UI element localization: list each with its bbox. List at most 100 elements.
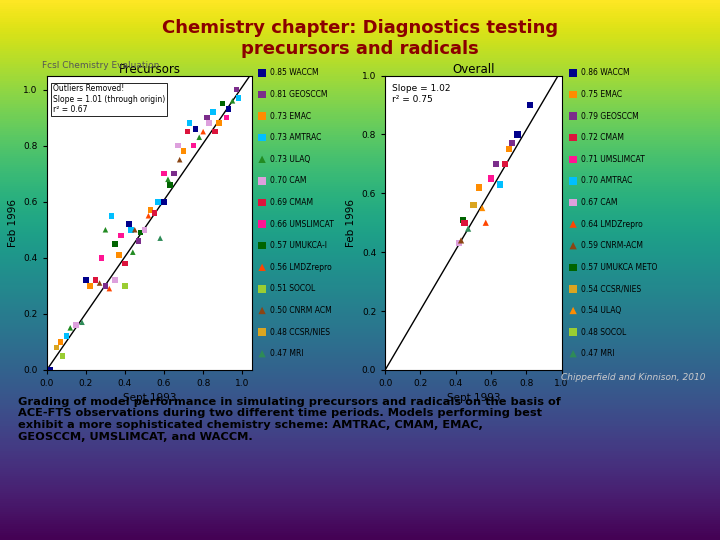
- Y-axis label: Feb 1996: Feb 1996: [8, 199, 18, 247]
- Point: [567, 133, 579, 142]
- Point: [217, 99, 228, 108]
- Point: [94, 279, 105, 287]
- Point: [256, 220, 268, 228]
- Text: Fcsl Chemistry Evaluation: Fcsl Chemistry Evaluation: [42, 60, 160, 70]
- Text: 0.47 MRI: 0.47 MRI: [581, 349, 615, 358]
- Point: [174, 156, 186, 164]
- Point: [567, 285, 579, 293]
- Text: 0.73 AMTRAC: 0.73 AMTRAC: [270, 133, 321, 142]
- Point: [459, 218, 470, 227]
- Text: 0.85 WACCM: 0.85 WACCM: [270, 69, 319, 77]
- Point: [480, 218, 492, 227]
- Point: [473, 183, 485, 192]
- Point: [506, 139, 518, 147]
- Point: [567, 69, 579, 77]
- Point: [115, 231, 127, 240]
- Point: [120, 281, 131, 290]
- Point: [256, 90, 268, 99]
- Point: [207, 107, 219, 116]
- Point: [194, 133, 205, 141]
- Text: Chemistry chapter: Diagnostics testing: Chemistry chapter: Diagnostics testing: [162, 19, 558, 37]
- Point: [524, 100, 536, 109]
- Text: precursors and radicals: precursors and radicals: [241, 40, 479, 58]
- Text: Slope = 1.02
r² = 0.75: Slope = 1.02 r² = 0.75: [392, 84, 451, 104]
- Point: [256, 306, 268, 315]
- Point: [162, 175, 174, 184]
- Point: [209, 127, 220, 136]
- Point: [230, 85, 242, 94]
- Point: [500, 160, 511, 168]
- Text: 0.57 UMUKCA METO: 0.57 UMUKCA METO: [581, 263, 657, 272]
- Text: 0.73 EMAC: 0.73 EMAC: [270, 112, 311, 120]
- Point: [158, 198, 170, 206]
- Point: [181, 127, 193, 136]
- Point: [567, 349, 579, 358]
- Point: [145, 206, 156, 214]
- Text: 0.69 CMAM: 0.69 CMAM: [270, 198, 313, 207]
- Point: [158, 170, 170, 178]
- Point: [197, 127, 209, 136]
- Point: [202, 113, 213, 122]
- Point: [51, 343, 63, 352]
- Text: 0.86 WACCM: 0.86 WACCM: [581, 69, 630, 77]
- Point: [567, 90, 579, 99]
- Point: [256, 69, 268, 77]
- Point: [99, 225, 111, 234]
- Point: [256, 155, 268, 164]
- Point: [567, 112, 579, 120]
- Text: 0.56 LMDZrepro: 0.56 LMDZrepro: [270, 263, 332, 272]
- Point: [256, 241, 268, 250]
- Point: [468, 201, 480, 210]
- Point: [139, 225, 150, 234]
- Point: [462, 224, 474, 233]
- Point: [567, 220, 579, 228]
- Point: [188, 141, 199, 150]
- Point: [106, 212, 117, 220]
- Point: [60, 332, 72, 341]
- Text: 0.47 MRI: 0.47 MRI: [270, 349, 304, 358]
- Point: [153, 198, 164, 206]
- Text: 0.48 SOCOL: 0.48 SOCOL: [581, 328, 626, 336]
- Text: 0.51 SOCOL: 0.51 SOCOL: [270, 285, 315, 293]
- Point: [57, 352, 68, 360]
- Point: [256, 112, 268, 120]
- Point: [96, 253, 107, 262]
- Point: [213, 119, 225, 127]
- Point: [109, 239, 121, 248]
- Point: [129, 225, 140, 234]
- Text: 0.75 EMAC: 0.75 EMAC: [581, 90, 622, 99]
- Text: 0.73 ULAQ: 0.73 ULAQ: [270, 155, 310, 164]
- Text: 0.81 GEOSCCM: 0.81 GEOSCCM: [270, 90, 328, 99]
- Point: [222, 105, 234, 113]
- Point: [184, 119, 195, 127]
- Point: [123, 220, 135, 228]
- Point: [71, 321, 82, 329]
- Point: [168, 170, 179, 178]
- Point: [120, 259, 131, 268]
- Point: [76, 318, 88, 327]
- Text: 0.70 AMTRAC: 0.70 AMTRAC: [581, 177, 632, 185]
- Text: 0.71 UMSLIMCAT: 0.71 UMSLIMCAT: [581, 155, 645, 164]
- Point: [104, 284, 115, 293]
- Point: [494, 180, 505, 189]
- Point: [567, 198, 579, 207]
- Point: [80, 276, 91, 285]
- Text: 0.54 CCSR/NIES: 0.54 CCSR/NIES: [581, 285, 642, 293]
- Point: [455, 236, 467, 245]
- Point: [567, 177, 579, 185]
- Point: [512, 130, 523, 139]
- Point: [135, 228, 146, 237]
- Point: [567, 263, 579, 272]
- Point: [256, 349, 268, 358]
- Point: [457, 215, 469, 224]
- Text: 0.66 UMSLIMCAT: 0.66 UMSLIMCAT: [270, 220, 334, 228]
- Point: [133, 237, 145, 245]
- Point: [256, 133, 268, 142]
- Title: Overall: Overall: [452, 63, 495, 76]
- Point: [109, 276, 121, 285]
- Point: [490, 160, 502, 168]
- Point: [256, 328, 268, 336]
- Point: [227, 97, 238, 105]
- Point: [233, 94, 244, 103]
- Point: [567, 241, 579, 250]
